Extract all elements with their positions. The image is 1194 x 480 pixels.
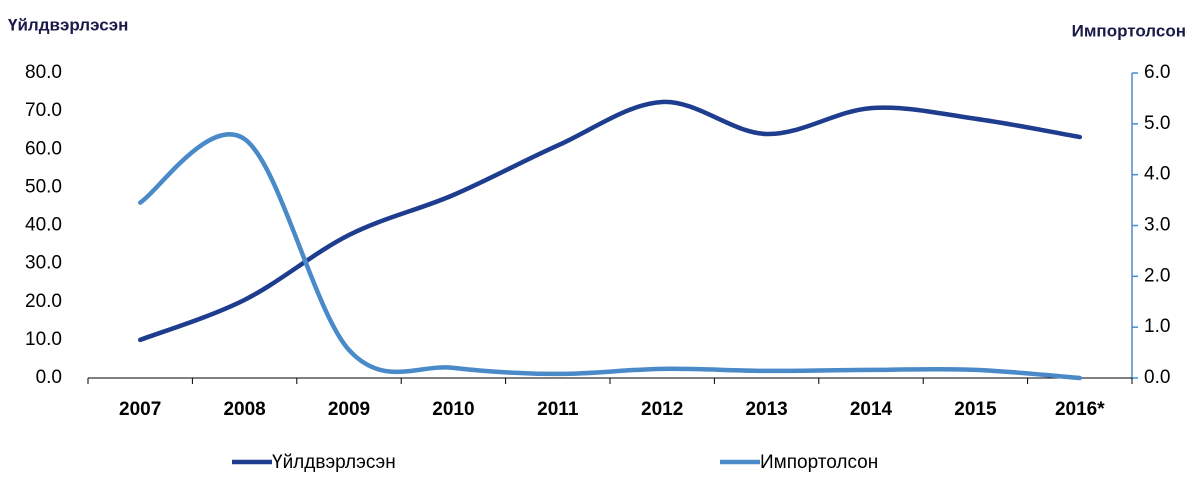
x-tick-label: 2010 bbox=[432, 399, 474, 420]
x-tick-label: 2014 bbox=[850, 399, 893, 420]
x-tick-label: 2011 bbox=[537, 399, 579, 420]
x-tick-label: 2015 bbox=[954, 399, 997, 420]
y-tick-label: 0.0 bbox=[36, 367, 62, 388]
y2-tick-label: 1.0 bbox=[1144, 316, 1170, 337]
y-tick-label: 10.0 bbox=[25, 329, 62, 350]
x-tick-label: 2016* bbox=[1055, 399, 1105, 420]
y-tick-label: 30.0 bbox=[25, 253, 62, 274]
y-tick-label: 70.0 bbox=[25, 100, 62, 121]
y2-tick-label: 3.0 bbox=[1144, 215, 1170, 236]
y2-tick-label: 4.0 bbox=[1144, 164, 1170, 185]
y-tick-label: 20.0 bbox=[25, 291, 62, 312]
y-tick-label: 40.0 bbox=[25, 215, 62, 236]
y2-tick-label: 5.0 bbox=[1144, 113, 1170, 134]
y2-tick-label: 0.0 bbox=[1144, 367, 1170, 388]
line-series bbox=[137, 132, 1083, 381]
x-tick-label: 2007 bbox=[119, 399, 161, 420]
y2-tick-label: 2.0 bbox=[1144, 265, 1170, 286]
y-tick-label: 50.0 bbox=[25, 176, 62, 197]
y-tick-label: 60.0 bbox=[25, 138, 62, 159]
y2-axis-title: Импортолсон bbox=[1072, 21, 1186, 40]
legend-label: Импортолсон bbox=[760, 452, 878, 473]
x-tick-label: 2009 bbox=[328, 399, 370, 420]
y-axis-title: Үйлдвэрлэсэн bbox=[8, 15, 128, 34]
line-series bbox=[137, 99, 1083, 343]
x-tick-label: 2008 bbox=[223, 399, 265, 420]
y-tick-label: 80.0 bbox=[25, 62, 62, 83]
legend-label: Үйлдвэрлэсэн bbox=[272, 452, 396, 473]
x-tick-label: 2013 bbox=[745, 399, 787, 420]
y2-tick-label: 6.0 bbox=[1144, 62, 1170, 83]
x-tick-label: 2012 bbox=[641, 399, 683, 420]
